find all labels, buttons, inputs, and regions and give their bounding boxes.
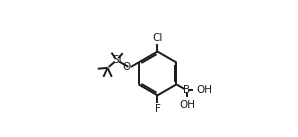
Text: F: F [155,104,160,114]
Text: Si: Si [112,55,122,65]
Text: OH: OH [197,85,213,95]
Text: OH: OH [179,100,195,110]
Text: O: O [122,62,131,72]
Text: Cl: Cl [152,33,163,43]
Text: B: B [183,85,190,95]
